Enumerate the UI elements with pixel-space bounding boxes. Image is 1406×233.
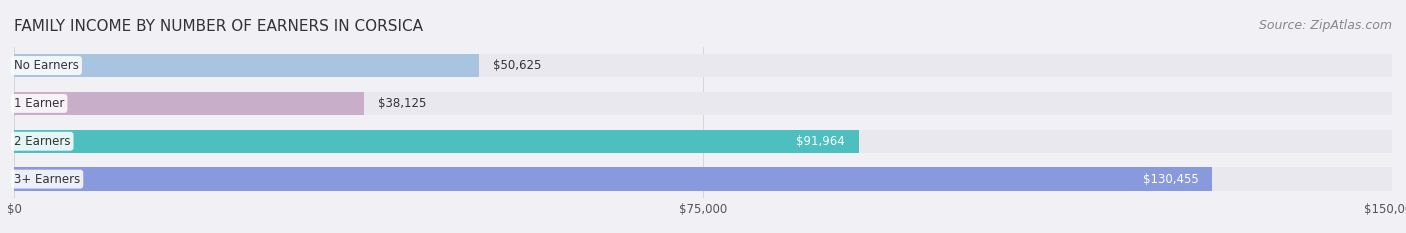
Bar bbox=[14, 130, 859, 153]
Text: No Earners: No Earners bbox=[14, 59, 79, 72]
Bar bbox=[14, 54, 1392, 77]
Text: 1 Earner: 1 Earner bbox=[14, 97, 65, 110]
Text: 2 Earners: 2 Earners bbox=[14, 135, 70, 148]
Text: $50,625: $50,625 bbox=[494, 59, 541, 72]
Text: $38,125: $38,125 bbox=[378, 97, 426, 110]
Bar bbox=[14, 167, 1392, 191]
Bar bbox=[14, 92, 1392, 115]
Bar bbox=[14, 167, 1212, 191]
Bar bbox=[14, 54, 479, 77]
Text: $130,455: $130,455 bbox=[1143, 173, 1199, 186]
Bar bbox=[14, 130, 1392, 153]
Text: 3+ Earners: 3+ Earners bbox=[14, 173, 80, 186]
Text: Source: ZipAtlas.com: Source: ZipAtlas.com bbox=[1258, 19, 1392, 32]
Text: FAMILY INCOME BY NUMBER OF EARNERS IN CORSICA: FAMILY INCOME BY NUMBER OF EARNERS IN CO… bbox=[14, 19, 423, 34]
Bar bbox=[14, 92, 364, 115]
Text: $91,964: $91,964 bbox=[796, 135, 845, 148]
